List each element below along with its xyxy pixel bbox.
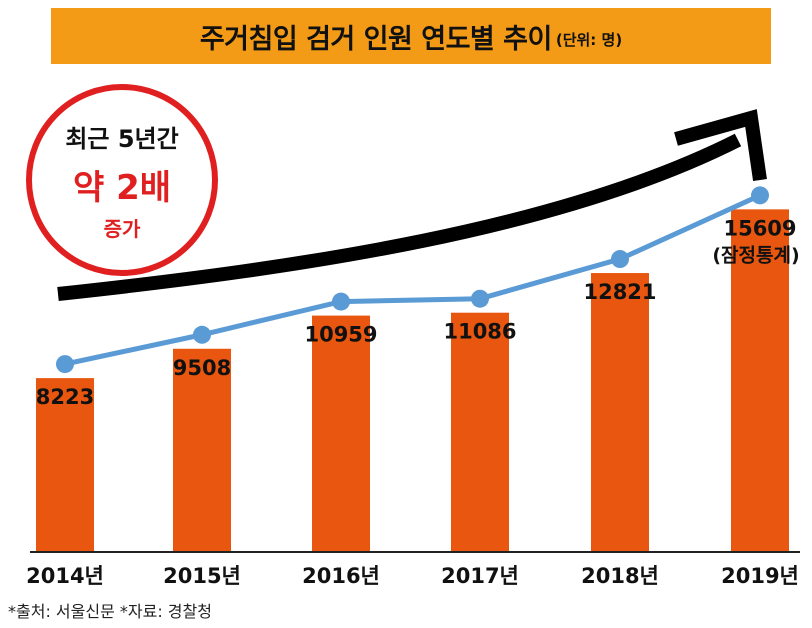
x-tick-label-2: 2016년 xyxy=(302,564,380,588)
badge-multiplier: 약 2배 xyxy=(73,160,171,209)
x-tick-label-4: 2018년 xyxy=(581,564,659,588)
trend-point-1 xyxy=(193,326,211,344)
badge-period: 최근 5년간 xyxy=(65,119,178,154)
trend-point-4 xyxy=(611,250,629,268)
growth-badge: 최근 5년간 약 2배 증가 xyxy=(26,84,218,276)
bar-2 xyxy=(312,316,370,552)
trend-point-3 xyxy=(471,290,489,308)
bar-4 xyxy=(591,273,649,552)
data-label-1: 9508 xyxy=(173,356,231,380)
data-label-2: 10959 xyxy=(304,323,377,347)
data-label-4: 12821 xyxy=(583,280,656,304)
x-tick-label-0: 2014년 xyxy=(26,564,104,588)
trend-point-2 xyxy=(332,293,350,311)
badge-increase: 증가 xyxy=(104,213,141,242)
source-note: *출처: 서울신문 *자료: 경찰청 xyxy=(8,598,212,622)
annotation-0: (잠정통계) xyxy=(712,244,799,266)
data-label-5: 15609 xyxy=(723,216,796,240)
trend-point-0 xyxy=(56,355,74,373)
x-tick-label-1: 2015년 xyxy=(163,564,241,588)
data-label-3: 11086 xyxy=(443,320,516,344)
data-label-0: 8223 xyxy=(36,385,94,409)
x-tick-label-3: 2017년 xyxy=(441,564,519,588)
x-tick-label-5: 2019년 xyxy=(721,564,799,588)
bar-3 xyxy=(451,313,509,552)
trend-point-5 xyxy=(751,186,769,204)
